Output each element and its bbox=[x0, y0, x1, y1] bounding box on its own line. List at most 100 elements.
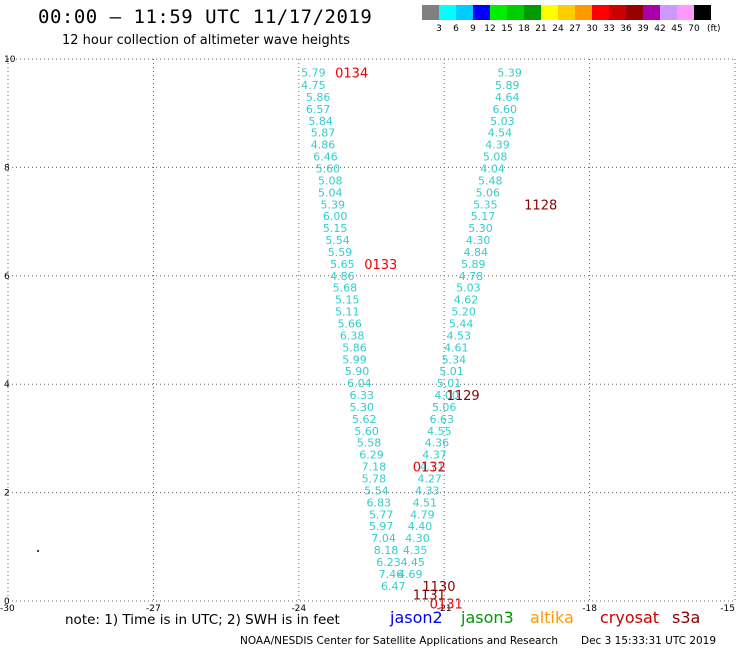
color-scale-swatch bbox=[558, 5, 575, 20]
x-tick-label: -18 bbox=[582, 604, 597, 614]
x-tick-label: -21 bbox=[437, 604, 452, 614]
color-scale-swatch bbox=[456, 5, 473, 20]
wave-height-value: 5.84 bbox=[308, 115, 333, 128]
color-scale-label: 12 bbox=[484, 24, 496, 34]
color-scale-swatch bbox=[660, 5, 677, 20]
wave-height-value: 4.75 bbox=[301, 79, 326, 92]
wave-height-value: 8.18 bbox=[374, 544, 399, 557]
color-scale-label: 18 bbox=[518, 24, 530, 34]
color-scale-swatch bbox=[592, 5, 609, 20]
credit-timestamp: Dec 3 15:33:31 UTC 2019 bbox=[581, 635, 717, 647]
time-label: 0133 bbox=[364, 258, 397, 273]
color-scale-swatch bbox=[524, 5, 541, 20]
wave-height-value: 5.99 bbox=[342, 353, 367, 366]
wave-height-value: 5.97 bbox=[369, 520, 394, 533]
color-scale-label: 27 bbox=[569, 24, 581, 34]
wave-height-value: 4.53 bbox=[446, 329, 471, 342]
color-scale-label: 21 bbox=[535, 24, 547, 34]
wave-height-value: 6.04 bbox=[347, 377, 372, 390]
wave-height-value: 6.46 bbox=[313, 151, 338, 164]
wave-height-value: 5.68 bbox=[333, 282, 358, 295]
y-tick-label: 6 bbox=[4, 272, 10, 282]
wave-height-value: 4.71 bbox=[420, 461, 445, 474]
wave-height-value: 4.27 bbox=[417, 473, 442, 486]
color-scale-label: 30 bbox=[586, 24, 598, 34]
wave-height-value: 5.66 bbox=[337, 317, 362, 330]
wave-height-value: 4.51 bbox=[413, 496, 438, 509]
wave-height-value: 6.63 bbox=[430, 413, 455, 426]
wave-height-value: 5.06 bbox=[476, 186, 501, 199]
y-tick-label: 10 bbox=[4, 55, 16, 65]
wave-height-value: 6.47 bbox=[381, 580, 406, 593]
wave-height-value: 4.64 bbox=[495, 91, 520, 104]
color-scale-label: 33 bbox=[603, 24, 615, 34]
color-scale-unit: (ft) bbox=[707, 24, 721, 34]
stray-dot bbox=[37, 550, 39, 552]
wave-height-value: 5.01 bbox=[439, 365, 464, 378]
wave-height-value: 7.18 bbox=[362, 461, 387, 474]
time-label: 1129 bbox=[447, 389, 480, 404]
color-scale-swatch bbox=[490, 5, 507, 20]
wave-height-value: 4.40 bbox=[408, 520, 433, 533]
wave-height-value: 5.79 bbox=[301, 67, 326, 80]
wave-height-value: 5.39 bbox=[320, 198, 345, 211]
wave-height-value: 5.89 bbox=[461, 258, 486, 271]
color-scale-label: 24 bbox=[552, 24, 564, 34]
wave-height-value: 4.36 bbox=[425, 437, 450, 450]
time-label: 0134 bbox=[335, 67, 368, 82]
y-tick-label: 8 bbox=[4, 163, 10, 173]
wave-height-value: 4.79 bbox=[410, 508, 435, 521]
color-scale-label: 42 bbox=[654, 24, 666, 34]
legend-altika: altika bbox=[530, 608, 574, 627]
color-scale-swatch bbox=[575, 5, 592, 20]
wave-height-value: 5.15 bbox=[335, 294, 360, 307]
color-scale-label: 6 bbox=[453, 24, 459, 34]
time-label: 1130 bbox=[422, 580, 455, 595]
color-scale-swatch bbox=[507, 5, 524, 20]
wave-height-value: 4.39 bbox=[485, 139, 510, 152]
color-scale-swatch bbox=[694, 5, 711, 20]
wave-height-value: 5.78 bbox=[362, 473, 387, 486]
wave-height-value: 5.08 bbox=[318, 174, 343, 187]
wave-height-value: 5.01 bbox=[437, 377, 462, 390]
wave-height-value: 5.65 bbox=[330, 258, 355, 271]
wave-height-value: 5.03 bbox=[490, 115, 515, 128]
wave-height-value: 5.90 bbox=[345, 365, 370, 378]
x-tick-label: -30 bbox=[0, 604, 15, 614]
wave-height-value: 4.55 bbox=[427, 425, 452, 438]
wave-height-value: 4.37 bbox=[422, 449, 447, 462]
wave-height-value: 5.06 bbox=[432, 401, 457, 414]
wave-height-value: 5.20 bbox=[451, 306, 476, 319]
wave-height-value: 5.15 bbox=[323, 222, 348, 235]
legend-jason2: jason2 bbox=[390, 608, 443, 627]
color-scale-label: 45 bbox=[671, 24, 683, 34]
wave-height-value: 6.33 bbox=[350, 389, 375, 402]
legend-s3a: s3a bbox=[672, 608, 701, 627]
wave-height-value: 5.54 bbox=[364, 484, 389, 497]
wave-height-value: 5.35 bbox=[473, 198, 498, 211]
wave-height-value: 4.86 bbox=[330, 270, 355, 283]
wave-height-value: 4.35 bbox=[403, 544, 428, 557]
y-tick-label: 2 bbox=[4, 489, 10, 499]
wave-height-value: 5.08 bbox=[483, 151, 508, 164]
time-label: 1128 bbox=[524, 198, 557, 213]
wave-height-value: 6.60 bbox=[493, 103, 518, 116]
color-scale-swatch bbox=[609, 5, 626, 20]
x-tick-label: -27 bbox=[146, 604, 161, 614]
legend-jason3: jason3 bbox=[461, 608, 514, 627]
color-scale-swatch bbox=[643, 5, 660, 20]
wave-height-value: 4.30 bbox=[405, 532, 430, 545]
wave-height-value: 6.83 bbox=[367, 496, 392, 509]
wave-height-value: 4.00 bbox=[434, 389, 459, 402]
wave-height-value: 5.34 bbox=[442, 353, 467, 366]
wave-height-value: 6.23 bbox=[376, 556, 401, 569]
wave-height-value: 6.38 bbox=[340, 329, 365, 342]
wave-height-value: 5.60 bbox=[316, 162, 341, 175]
wave-height-value: 4.62 bbox=[454, 294, 479, 307]
wave-height-value: 4.69 bbox=[398, 568, 423, 581]
wave-height-value: 5.86 bbox=[342, 341, 367, 354]
color-scale-label: 9 bbox=[470, 24, 476, 34]
wave-height-value: 5.59 bbox=[328, 246, 353, 259]
y-tick-label: 4 bbox=[4, 380, 10, 390]
time-label: 0131 bbox=[430, 598, 463, 613]
